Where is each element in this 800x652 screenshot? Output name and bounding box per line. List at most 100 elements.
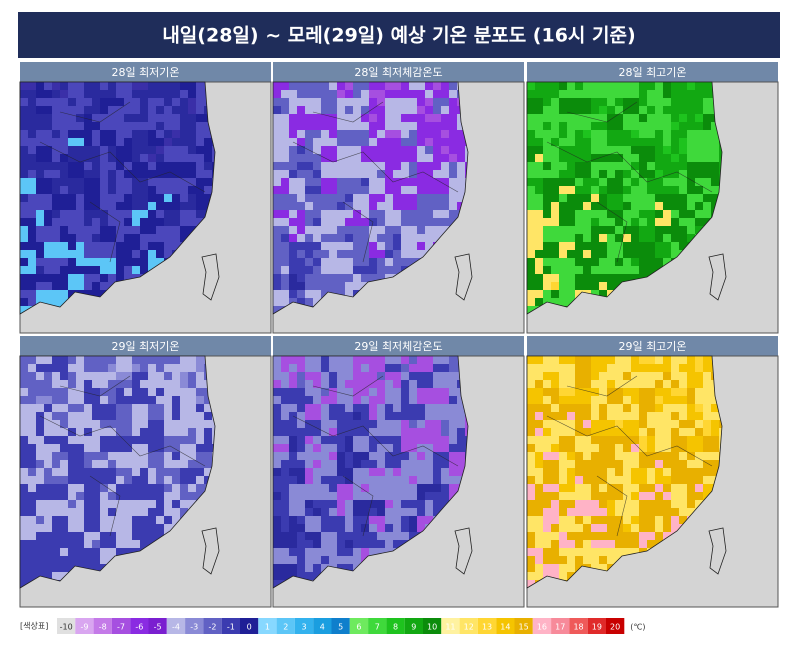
map-cell — [575, 170, 583, 178]
map-cell — [188, 90, 196, 98]
map-cell — [535, 444, 543, 452]
legend-swatch — [569, 618, 588, 634]
map-cell — [76, 540, 84, 548]
map-cell — [631, 532, 639, 540]
map-cell — [369, 476, 377, 484]
map-cell — [124, 404, 132, 412]
map-cell — [695, 380, 703, 388]
map-cell — [695, 186, 703, 194]
map-cell — [52, 436, 60, 444]
map-cell — [345, 436, 353, 444]
map-cell — [305, 380, 313, 388]
map-cell — [417, 138, 425, 146]
map-cell — [623, 138, 631, 146]
map-cell — [361, 258, 369, 266]
map-cell — [575, 266, 583, 274]
map-cell — [212, 146, 215, 154]
map-cell — [124, 146, 132, 154]
map-cell — [599, 82, 607, 90]
map-cell — [551, 146, 559, 154]
map-cell — [385, 468, 393, 476]
map-cell — [695, 178, 703, 186]
map-cell — [695, 138, 703, 146]
map-cell — [132, 266, 140, 274]
map-cell — [361, 114, 369, 122]
map-cell — [305, 234, 313, 242]
map-cell — [20, 420, 28, 428]
map-cell — [132, 468, 140, 476]
map-cell — [116, 468, 124, 476]
map-cell — [68, 444, 76, 452]
map-cell — [567, 468, 575, 476]
map-cell — [196, 162, 204, 170]
map-cell — [108, 460, 116, 468]
map-cell — [92, 274, 100, 282]
map-cell — [297, 90, 305, 98]
legend-value: -9 — [80, 623, 88, 632]
map-cell — [297, 218, 305, 226]
map-cell — [132, 218, 140, 226]
map-cell — [671, 428, 679, 436]
map-cell — [148, 250, 156, 258]
map-cell — [116, 274, 124, 282]
map-cell — [273, 364, 281, 372]
map-cell — [631, 540, 639, 548]
map-cell — [551, 226, 559, 234]
map-cell — [417, 234, 425, 242]
map-cell — [297, 138, 305, 146]
map-cell — [60, 282, 68, 290]
map-cell — [655, 130, 663, 138]
map-cell — [703, 428, 711, 436]
map-cell — [361, 218, 369, 226]
map-cell — [196, 122, 204, 130]
map-cell — [68, 380, 76, 388]
map-cell — [647, 484, 655, 492]
map-cell — [337, 556, 345, 564]
map-cell — [409, 90, 417, 98]
map-cell — [631, 162, 639, 170]
map-cell — [663, 444, 671, 452]
map-cell — [345, 282, 353, 290]
map-cell — [281, 250, 289, 258]
map-cell — [535, 476, 543, 484]
map-cell — [639, 202, 647, 210]
map-cell — [76, 548, 84, 556]
map-cell — [663, 218, 671, 226]
map-cell — [321, 460, 329, 468]
map-cell — [281, 436, 289, 444]
map-cell — [164, 122, 172, 130]
map-cell — [449, 404, 457, 412]
map-cell — [575, 492, 583, 500]
map-cell — [124, 468, 132, 476]
map-cell — [527, 146, 535, 154]
map-cell — [623, 122, 631, 130]
map-cell — [385, 266, 393, 274]
map-cell — [297, 572, 305, 580]
map-cell — [639, 266, 647, 274]
map-cell — [679, 234, 687, 242]
map-cell — [535, 290, 543, 298]
map-cell — [575, 82, 583, 90]
map-cell — [28, 372, 36, 380]
map-cell — [140, 194, 148, 202]
map-cell — [543, 186, 551, 194]
map-cell — [108, 372, 116, 380]
map-cell — [321, 404, 329, 412]
map-cell — [148, 106, 156, 114]
map-cell — [289, 146, 297, 154]
map-cell — [551, 460, 559, 468]
map-cell — [711, 170, 719, 178]
map-cell — [567, 170, 575, 178]
map-cell — [44, 138, 52, 146]
map-cell — [108, 500, 116, 508]
map-cell — [377, 396, 385, 404]
map-cell — [607, 364, 615, 372]
map-cell — [425, 242, 433, 250]
map-cell — [703, 178, 711, 186]
map-cell — [28, 250, 36, 258]
map-cell — [116, 364, 124, 372]
map-cell — [156, 372, 164, 380]
map-cell — [449, 476, 457, 484]
map-cell — [116, 146, 124, 154]
legend-swatch — [111, 618, 131, 634]
